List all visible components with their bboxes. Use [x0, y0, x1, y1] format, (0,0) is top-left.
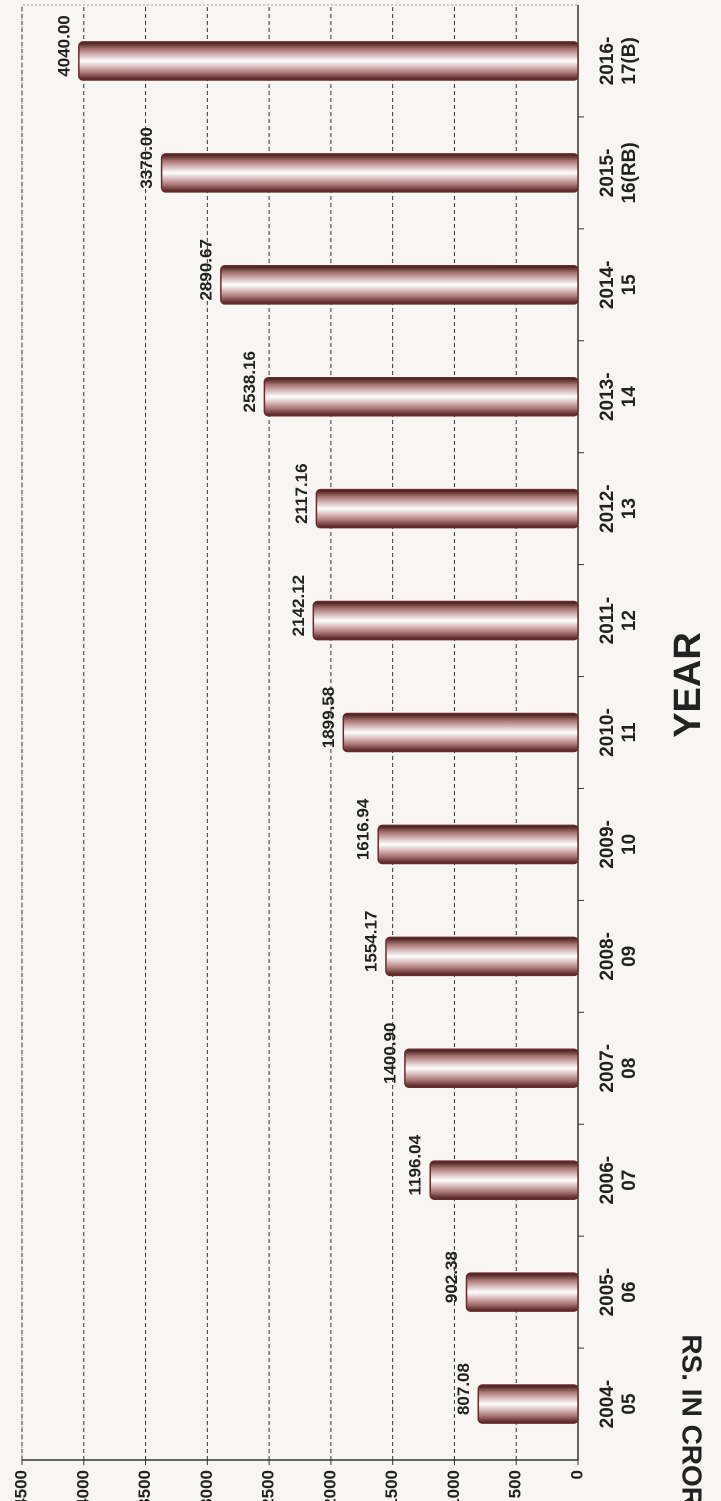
bar	[263, 376, 579, 417]
x-tick-label: 2009-10	[597, 820, 640, 869]
y-tick-label: 3000	[197, 1470, 216, 1501]
value-label: 1554.17	[361, 911, 380, 972]
x-tick-label: 2005-06	[597, 1268, 640, 1317]
value-label: 1196.04	[406, 1134, 425, 1195]
bar	[342, 712, 579, 753]
value-label: 1400.90	[380, 1023, 399, 1084]
x-tick-label: 2013-14	[597, 372, 640, 421]
bar	[312, 600, 579, 641]
x-tick-label: 2011-12	[597, 597, 640, 645]
bar	[315, 488, 579, 529]
x-tick-label: 2014-15	[597, 261, 640, 310]
value-label: 2890.67	[196, 239, 215, 300]
bar	[78, 41, 579, 81]
x-tick-label: 2012-13	[597, 484, 640, 533]
y-tick-label: 4000	[73, 1470, 92, 1501]
bar	[429, 1160, 579, 1200]
plot-group: YEAR 0 500 1000 1500 2000 2500 3000 3500 4000 450…	[11, 4, 709, 1501]
value-label: 1616.94	[354, 798, 373, 860]
value-label: 3370.00	[137, 127, 156, 188]
bar	[220, 265, 579, 305]
y-tick-label: 2000	[320, 1470, 339, 1501]
value-label: 807.08	[454, 1363, 473, 1415]
bar	[160, 153, 579, 193]
x-tick-label: 2010-11	[597, 708, 640, 757]
bar	[385, 936, 579, 977]
x-tick-label: 2004-05	[597, 1380, 640, 1429]
y-tick-label: 500	[506, 1470, 525, 1498]
x-tick-label: 2006-07	[597, 1156, 640, 1205]
x-tick-label: 2008-09	[597, 932, 640, 981]
y-axis-title: RS. IN CRORE	[677, 1334, 708, 1501]
x-axis-title: YEAR	[667, 632, 709, 738]
y-tick-label: 2500	[259, 1470, 278, 1501]
x-tick-label: 2007-08	[597, 1044, 640, 1093]
x-tick-label: 2016-17(B)	[597, 37, 640, 86]
bar	[465, 1272, 579, 1312]
y-tick-label: 1000	[444, 1470, 463, 1501]
value-label: 2117.16	[292, 463, 311, 524]
y-tick-label: 4500	[11, 1470, 30, 1501]
y-tick-label: 3500	[135, 1470, 154, 1501]
value-label: 4040.00	[54, 15, 73, 76]
x-tick-label: 2015-16(RB)	[597, 142, 640, 203]
bar	[477, 1384, 579, 1424]
y-tick-label: 0	[567, 1470, 586, 1479]
value-label: 902.38	[442, 1251, 461, 1303]
value-label: 2538.16	[240, 351, 259, 412]
bar	[377, 824, 579, 865]
y-tick-label: 1500	[382, 1470, 401, 1501]
bar	[404, 1048, 579, 1089]
value-label: 1899.58	[319, 687, 338, 748]
value-label: 2142.12	[289, 575, 308, 636]
